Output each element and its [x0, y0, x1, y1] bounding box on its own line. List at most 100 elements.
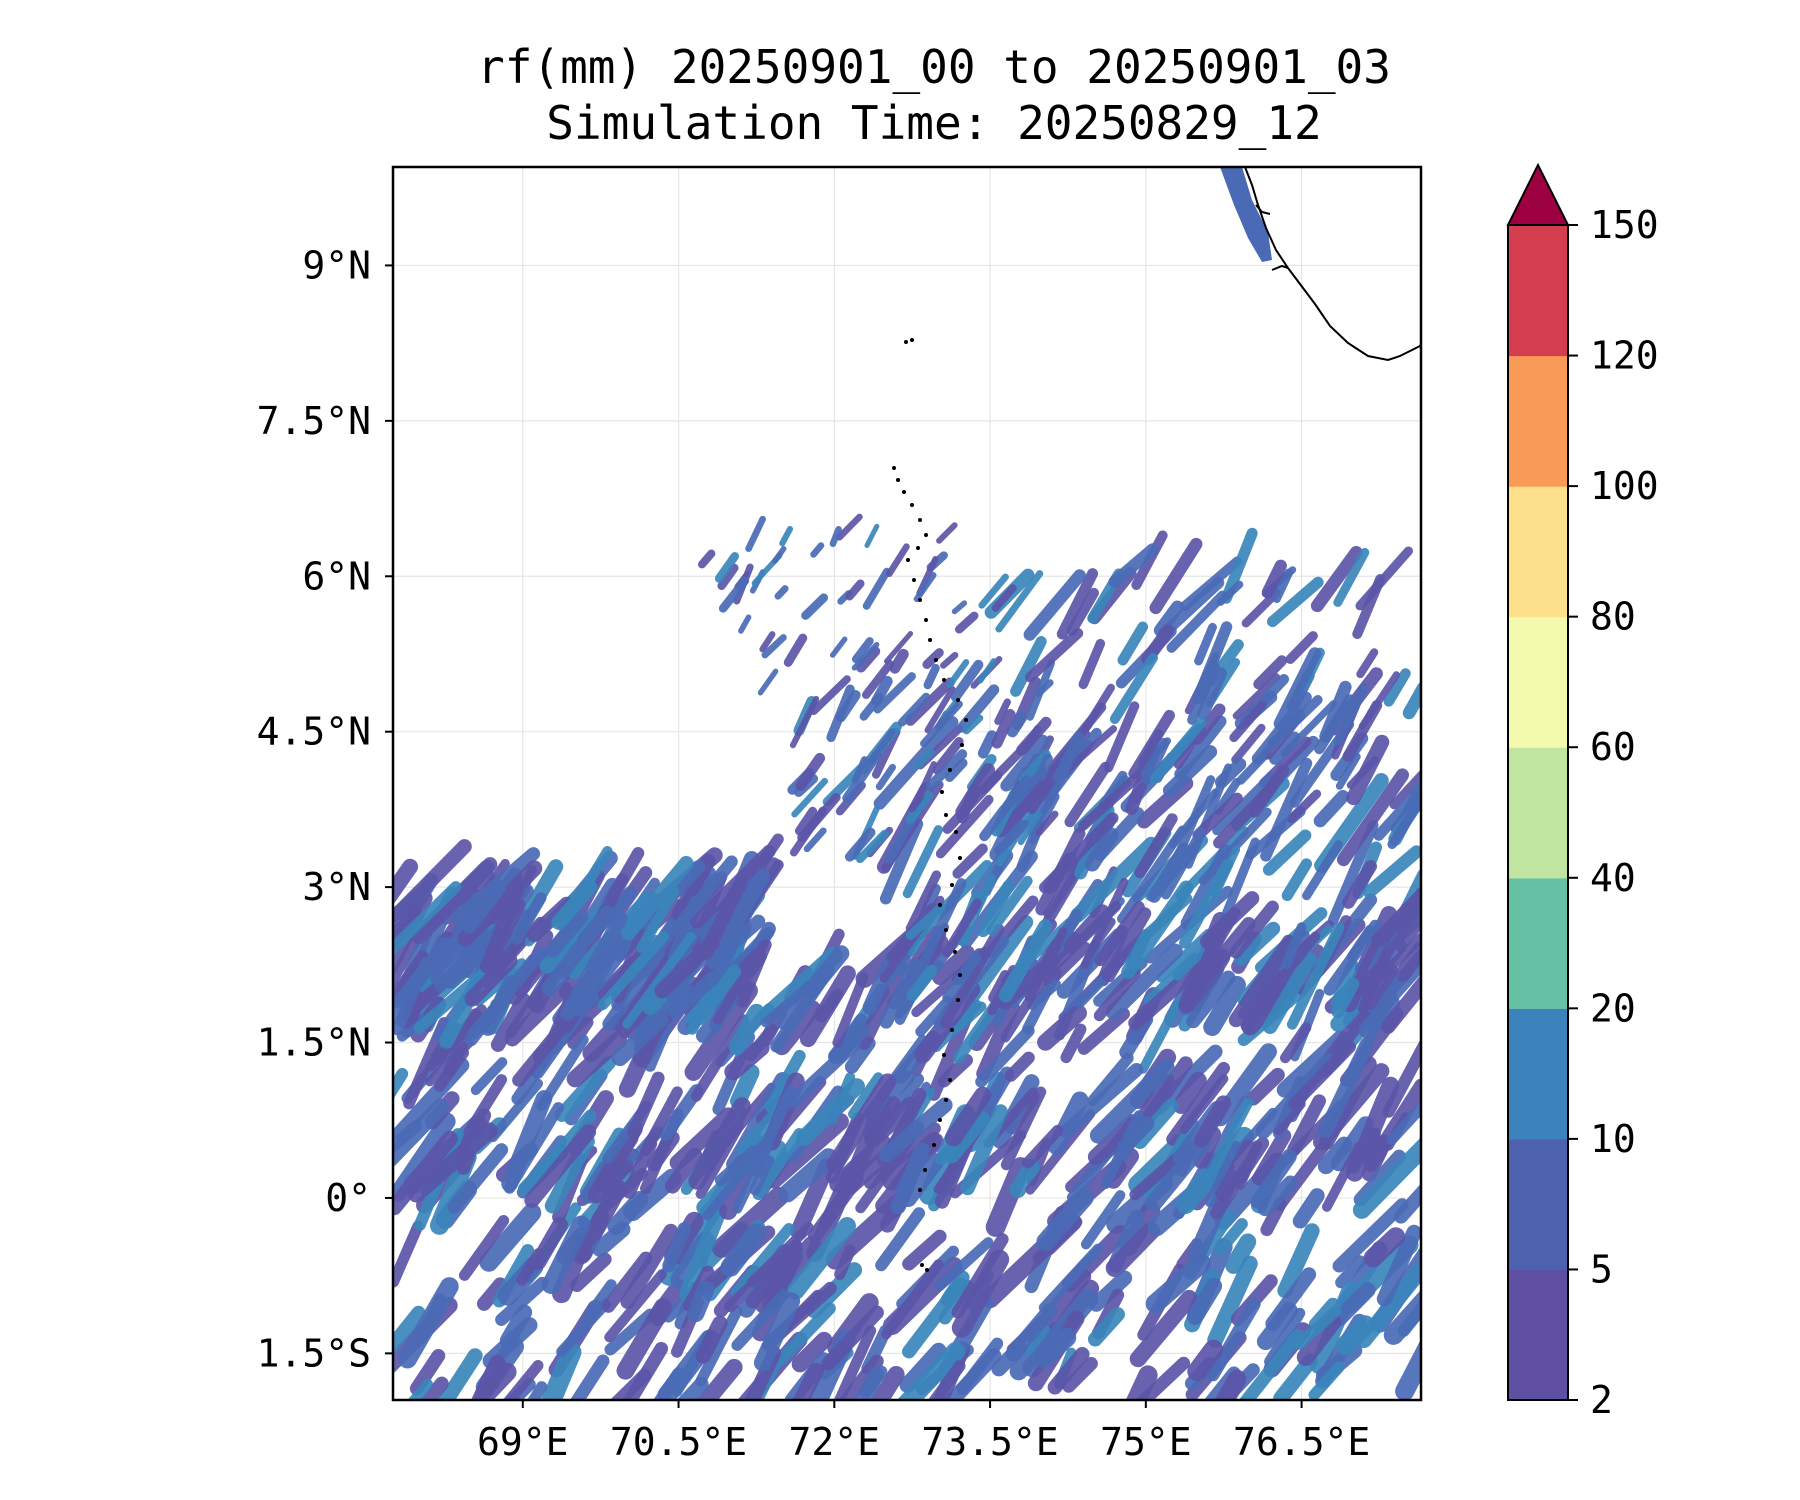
- rain-streak: [934, 1237, 994, 1292]
- rain-streak: [794, 806, 818, 836]
- rain-streak: [1128, 959, 1207, 1031]
- rain-streak: [1194, 622, 1217, 666]
- rain-streak: [963, 714, 984, 735]
- rain-streak: [1023, 1323, 1050, 1356]
- rain-streak: [875, 763, 896, 791]
- rain-streak: [905, 870, 942, 933]
- rain-streak: [502, 1359, 544, 1400]
- rain-streak: [1027, 778, 1056, 815]
- atoll-islands: [892, 338, 968, 1272]
- rain-streak: [946, 659, 970, 688]
- rain-streak: [1070, 836, 1159, 923]
- rain-streak: [940, 1270, 970, 1307]
- rain-streak: [524, 1124, 597, 1208]
- rain-streak: [862, 567, 891, 610]
- rain-streak: [479, 1203, 542, 1272]
- rain-streak: [944, 1086, 992, 1147]
- rain-streak: [577, 905, 616, 948]
- rain-streak: [1213, 780, 1279, 849]
- rain-streak: [464, 952, 518, 1007]
- atoll-island: [958, 973, 962, 977]
- lon-tick-label: 76.5°E: [1233, 1420, 1370, 1464]
- rain-streak: [438, 1348, 483, 1400]
- rain-streak: [1285, 631, 1318, 665]
- atoll-island: [964, 718, 968, 722]
- rain-streak: [1358, 994, 1400, 1039]
- rain-streak: [1262, 829, 1312, 876]
- rain-streak: [530, 1216, 568, 1270]
- rain-streak: [411, 857, 498, 945]
- rain-streak: [1179, 858, 1234, 949]
- rain-streak: [1363, 1227, 1406, 1268]
- atoll-island: [906, 558, 910, 562]
- rain-streak: [1277, 1223, 1320, 1299]
- rain-streak: [750, 1085, 796, 1176]
- colorbar-segment: [1508, 225, 1568, 357]
- rain-streak: [889, 648, 909, 674]
- rain-streak: [1038, 1243, 1104, 1313]
- rain-streak: [864, 1096, 919, 1148]
- rain-streak: [697, 1358, 743, 1400]
- rain-streak: [512, 1016, 572, 1087]
- rain-streak: [474, 1362, 517, 1400]
- rain-streak: [991, 1341, 1027, 1377]
- rain-streak: [1017, 810, 1042, 846]
- rain-streak: [956, 783, 980, 824]
- rain-streak: [1166, 590, 1228, 653]
- atoll-island: [932, 1143, 936, 1147]
- rain-streak: [621, 856, 694, 941]
- rain-streak: [570, 1252, 612, 1293]
- rain-streak: [1331, 1282, 1376, 1326]
- rain-streak: [940, 651, 959, 669]
- rain-streak: [932, 945, 975, 986]
- rain-streak: [541, 941, 588, 997]
- rain-streak: [592, 1221, 631, 1257]
- rain-streak: [1117, 621, 1149, 666]
- rain-streak: [551, 879, 598, 930]
- rain-streak: [1383, 668, 1411, 707]
- rain-streak: [810, 542, 825, 558]
- rain-streak: [1241, 588, 1281, 628]
- rain-streak: [1187, 1339, 1224, 1382]
- colorbar-extend-arrow: [1506, 162, 1570, 226]
- rain-streak: [511, 892, 547, 945]
- atoll-island: [942, 1053, 946, 1057]
- rain-streak: [398, 1277, 459, 1369]
- rain-streak: [803, 827, 827, 853]
- colorbar-tick-label: 20: [1590, 986, 1636, 1030]
- rain-streak: [1024, 628, 1084, 683]
- rain-streak: [1296, 1312, 1342, 1366]
- atoll-island: [896, 478, 900, 482]
- rain-streak: [1286, 789, 1322, 824]
- rain-streak: [829, 526, 842, 548]
- rain-streak: [908, 792, 925, 813]
- rain-streak: [1318, 1037, 1375, 1138]
- rain-streak: [1273, 1353, 1318, 1400]
- rain-streak: [977, 730, 998, 759]
- rain-streak: [1087, 1114, 1141, 1165]
- atoll-island: [953, 950, 957, 954]
- rain-streak: [838, 1354, 884, 1400]
- rain-streak: [868, 728, 896, 763]
- rain-streak: [1332, 1198, 1409, 1273]
- rain-streak: [676, 1376, 709, 1400]
- rain-streak: [1371, 885, 1421, 948]
- rain-streak: [1187, 661, 1220, 725]
- rain-streak: [604, 1269, 667, 1343]
- rain-streak: [662, 1222, 691, 1273]
- rain-streak: [829, 636, 848, 658]
- rain-streak: [1386, 1100, 1421, 1146]
- colorbar-tick-label: 150: [1590, 203, 1659, 247]
- rain-streak: [1202, 1097, 1254, 1188]
- atoll-island: [944, 1098, 948, 1102]
- rain-streak: [896, 1341, 966, 1400]
- rain-streak: [393, 1305, 426, 1356]
- rain-streak: [957, 684, 1000, 733]
- rain-streak: [393, 950, 429, 1009]
- rain-streak: [1389, 769, 1421, 810]
- rain-streak: [620, 1223, 679, 1310]
- rain-streak: [1147, 842, 1191, 903]
- rain-streak: [923, 663, 940, 690]
- rain-streak: [736, 939, 772, 1008]
- rain-streak: [851, 641, 880, 671]
